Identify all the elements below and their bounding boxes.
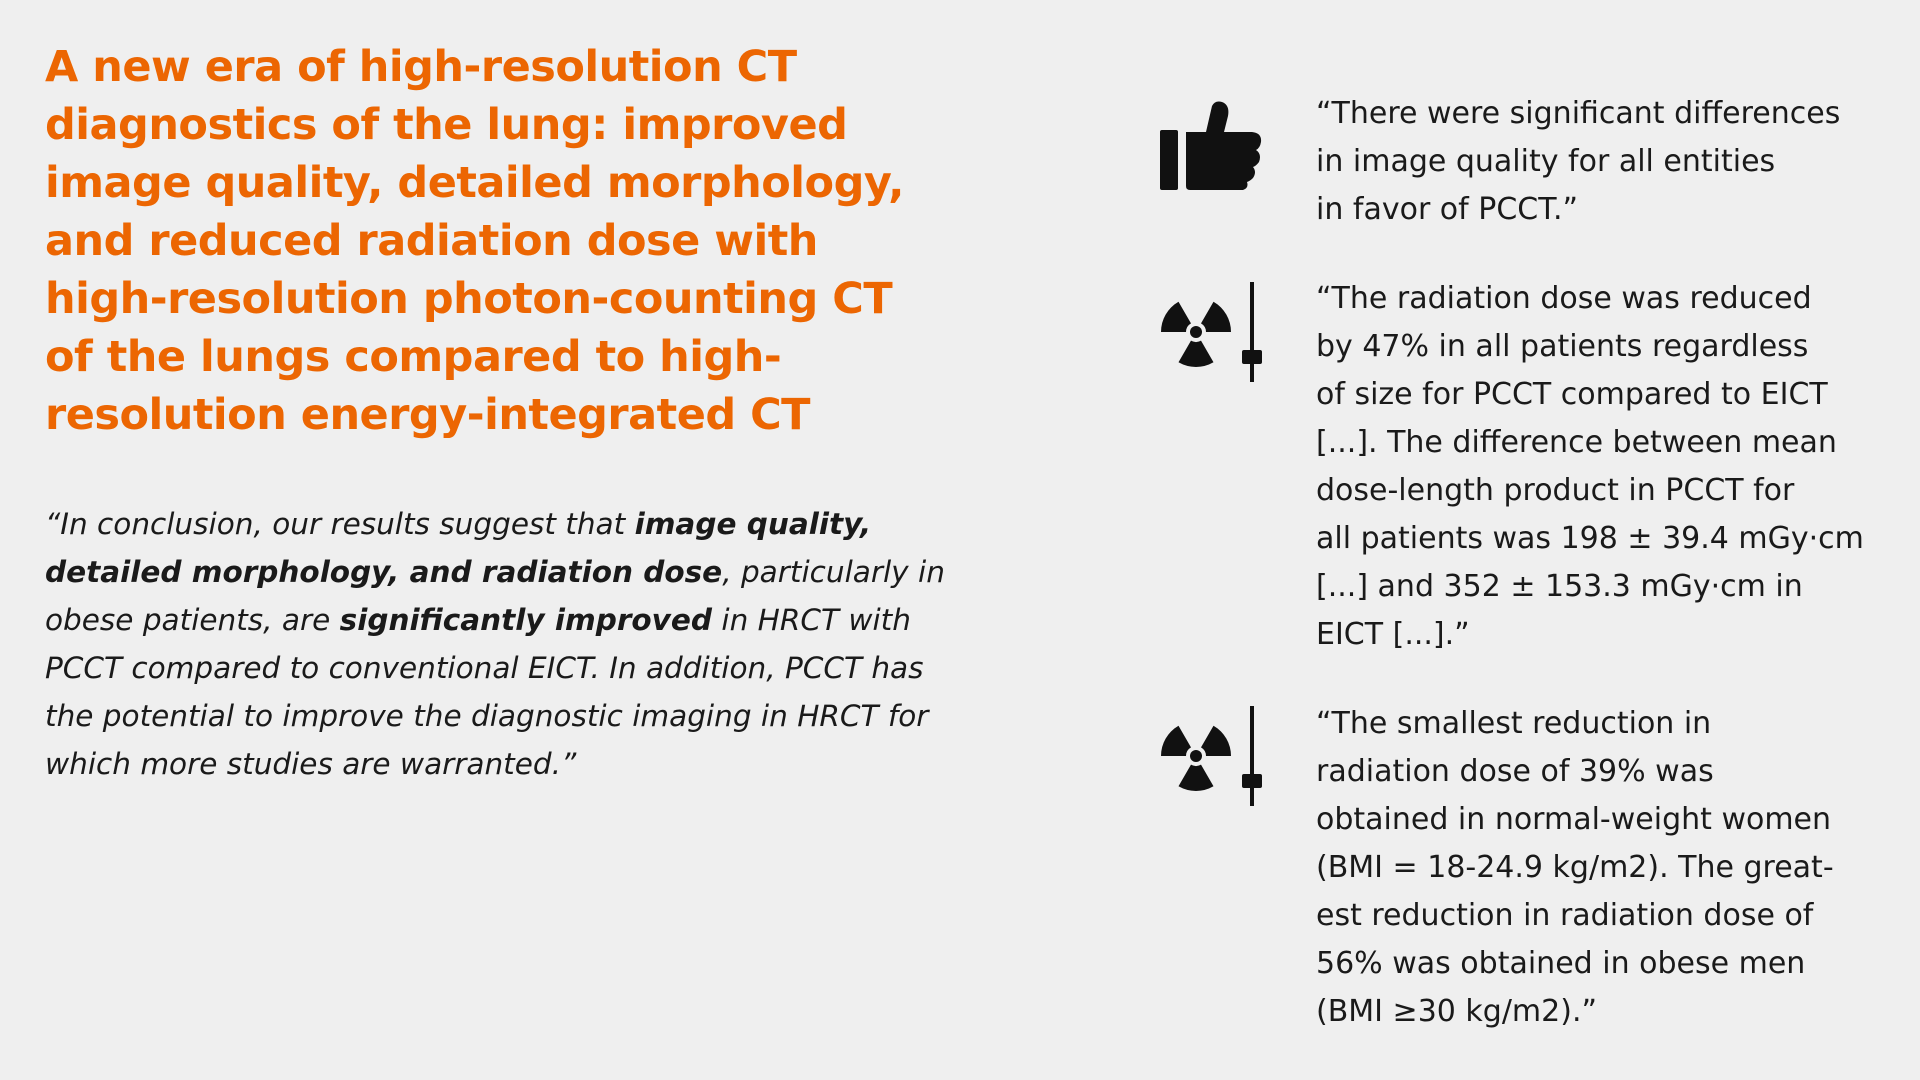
headline-line: resolution energy-integrated CT [45, 390, 811, 440]
conclusion-emphasis: significantly improved [339, 603, 713, 637]
radiation-dose-slider-icon [1158, 282, 1270, 382]
headline-line: A new era of high-resolution CT [45, 42, 797, 92]
quote-line: (BMI = 18-24.9 kg/m2). The great- [1316, 850, 1834, 885]
quote-line: (BMI ≥30 kg/m2).” [1316, 994, 1598, 1029]
conclusion-emphasis: image quality, [634, 507, 872, 541]
conclusion-text: in HRCT with [712, 603, 911, 637]
quote-dose-by-bmi: “The smallest reduction in radiation dos… [1316, 700, 1834, 1036]
headline-line: of the lungs compared to high- [45, 332, 782, 382]
radiation-dose-slider-icon [1158, 706, 1270, 806]
thumbs-up-icon [1160, 100, 1264, 192]
quote-line: radiation dose of 39% was [1316, 754, 1714, 789]
conclusion-text: which more studies are warranted.” [45, 747, 577, 781]
headline-line: high-resolution photon-counting CT [45, 274, 893, 324]
conclusion-text: obese patients, are [45, 603, 340, 637]
quote-line: EICT [...].” [1316, 617, 1470, 652]
quote-line: est reduction in radiation dose of [1316, 898, 1814, 933]
headline: A new era of high-resolution CT diagnost… [45, 38, 1005, 444]
quote-line: in favor of PCCT.” [1316, 192, 1579, 227]
conclusion-text: the potential to improve the diagnostic … [45, 699, 929, 733]
quote-line: “The radiation dose was reduced [1316, 281, 1812, 316]
quote-image-quality: “There were significant differences in i… [1316, 90, 1840, 234]
quote-line: [...]. The difference between mean [1316, 425, 1837, 460]
quote-line: all patients was 198 ± 39.4 mGy·cm [1316, 521, 1864, 556]
quote-dose-reduction: “The radiation dose was reduced by 47% i… [1316, 275, 1864, 659]
conclusion-quote: “In conclusion, our results suggest that… [45, 500, 1025, 788]
quote-line: obtained in normal-weight women [1316, 802, 1832, 837]
quote-line: dose-length product in PCCT for [1316, 473, 1795, 508]
headline-line: diagnostics of the lung: improved [45, 100, 848, 150]
conclusion-text: , particularly in [722, 555, 945, 589]
quote-line: [...] and 352 ± 153.3 mGy·cm in [1316, 569, 1803, 604]
conclusion-text: “In conclusion, our results suggest that [45, 507, 635, 541]
conclusion-emphasis: detailed morphology, and radiation dose [45, 555, 723, 589]
quote-line: in image quality for all entities [1316, 144, 1776, 179]
quote-line: “There were significant differences [1316, 96, 1841, 131]
quote-line: “The smallest reduction in [1316, 706, 1712, 741]
quote-line: of size for PCCT compared to EICT [1316, 377, 1828, 412]
headline-line: and reduced radiation dose with [45, 216, 818, 266]
quote-line: by 47% in all patients regardless [1316, 329, 1809, 364]
conclusion-text: PCCT compared to conventional EICT. In a… [45, 651, 924, 685]
headline-line: image quality, detailed morphology, [45, 158, 904, 208]
quote-line: 56% was obtained in obese men [1316, 946, 1806, 981]
